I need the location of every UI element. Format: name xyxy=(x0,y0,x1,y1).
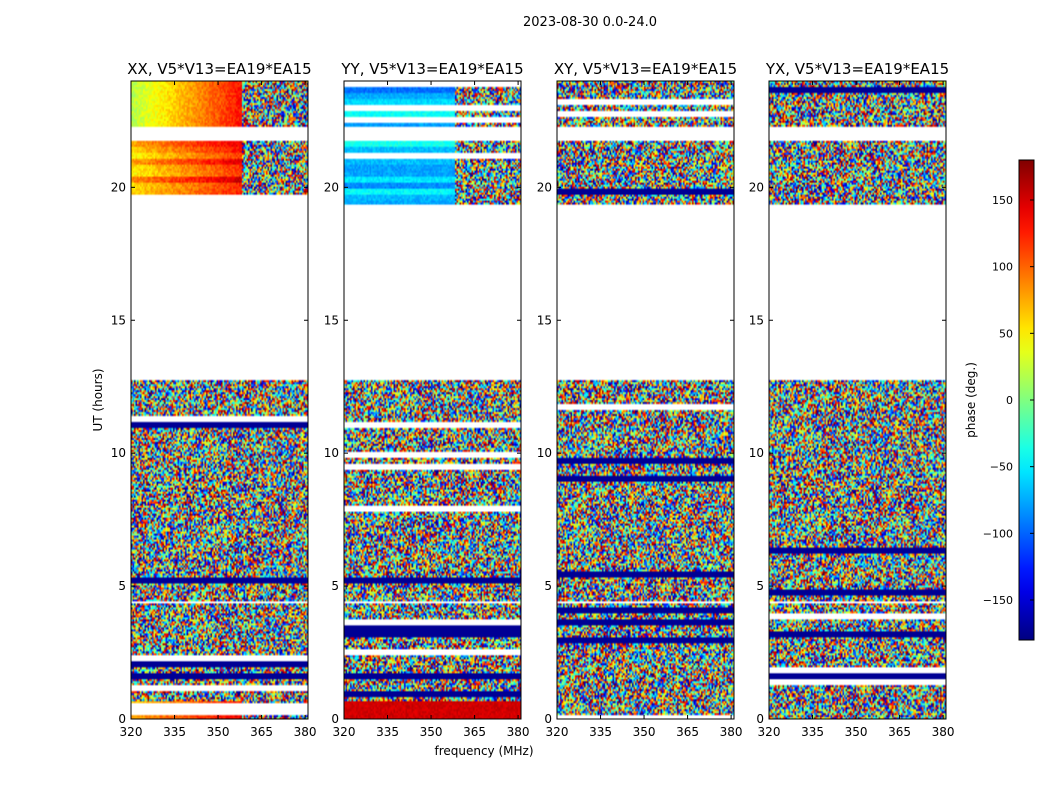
y-tick-label: 20 xyxy=(537,180,552,194)
y-tick-label: 10 xyxy=(537,446,552,460)
y-tick-label: 15 xyxy=(111,313,126,327)
x-tick-label: 365 xyxy=(676,725,699,739)
x-tick-label: 320 xyxy=(120,725,143,739)
x-tick-label: 365 xyxy=(888,725,911,739)
figure-suptitle: 2023-08-30 0.0-24.0 xyxy=(523,15,657,30)
x-tick-label: 365 xyxy=(463,725,486,739)
y-axis-label: UT (hours) xyxy=(91,368,105,431)
y-tick-label: 0 xyxy=(331,712,339,726)
y-tick-label: 15 xyxy=(749,313,764,327)
x-tick-label: 335 xyxy=(801,725,824,739)
heatmap-image xyxy=(557,81,734,719)
colorbar-tick-label: −50 xyxy=(990,461,1013,474)
colorbar-tick-label: 100 xyxy=(992,261,1013,274)
x-tick-label: 350 xyxy=(420,725,443,739)
y-tick-label: 15 xyxy=(324,313,339,327)
x-tick-label: 380 xyxy=(294,725,317,739)
panel-frame xyxy=(343,80,522,720)
colorbar-tick-label: 0 xyxy=(1006,394,1013,407)
y-tick-label: 20 xyxy=(749,180,764,194)
y-tick-label: 5 xyxy=(118,579,126,593)
heatmap-image xyxy=(131,81,308,719)
heatmap-image xyxy=(769,81,946,719)
x-tick-label: 320 xyxy=(333,725,356,739)
panel-frame xyxy=(768,80,947,720)
panel-yy: YY, V5*V13=EA19*EA15 320 335 350 365 380 0 5 10 1… xyxy=(324,60,530,739)
x-tick-label: 350 xyxy=(207,725,230,739)
colorbar: 150 100 50 0 −50 −100 −150 phase (deg.) xyxy=(964,159,1035,641)
panels-group: XX, V5*V13=EA19*EA15 320 335 350 365 380 0 5 10 1… xyxy=(111,60,955,739)
panel-frame xyxy=(556,80,735,720)
colorbar-tick-label: 50 xyxy=(999,327,1013,340)
y-tick-label: 0 xyxy=(756,712,764,726)
y-tick-label: 20 xyxy=(111,180,126,194)
x-tick-label: 350 xyxy=(633,725,656,739)
x-axis-label: frequency (MHz) xyxy=(434,744,533,758)
panel-frame xyxy=(130,80,309,720)
y-tick-label: 5 xyxy=(756,579,764,593)
heatmap-image xyxy=(344,81,521,719)
y-tick-label: 0 xyxy=(118,712,126,726)
x-tick-label: 335 xyxy=(376,725,399,739)
colorbar-tick-label: 150 xyxy=(992,194,1013,207)
panel-title: YY, V5*V13=EA19*EA15 xyxy=(340,60,523,78)
x-tick-label: 320 xyxy=(546,725,569,739)
colorbar-label: phase (deg.) xyxy=(964,362,978,438)
y-tick-label: 10 xyxy=(749,446,764,460)
panel-xx: XX, V5*V13=EA19*EA15 320 335 350 365 380 0 5 10 1… xyxy=(111,60,317,739)
x-tick-label: 380 xyxy=(932,725,955,739)
x-tick-label: 335 xyxy=(163,725,186,739)
panel-xy: XY, V5*V13=EA19*EA15 320 335 350 365 380 0 5 10 1… xyxy=(537,60,743,739)
x-tick-label: 350 xyxy=(845,725,868,739)
x-tick-label: 380 xyxy=(720,725,743,739)
y-tick-label: 0 xyxy=(544,712,552,726)
panel-title: XX, V5*V13=EA19*EA15 xyxy=(127,60,311,78)
y-tick-label: 5 xyxy=(331,579,339,593)
x-tick-label: 335 xyxy=(589,725,612,739)
panel-title: XY, V5*V13=EA19*EA15 xyxy=(554,60,737,78)
colorbar-tick-label: −150 xyxy=(983,594,1013,607)
y-tick-label: 15 xyxy=(537,313,552,327)
x-tick-label: 365 xyxy=(250,725,273,739)
y-tick-label: 10 xyxy=(111,446,126,460)
x-tick-label: 320 xyxy=(758,725,781,739)
y-tick-label: 20 xyxy=(324,180,339,194)
y-tick-label: 5 xyxy=(544,579,552,593)
panel-yx: YX, V5*V13=EA19*EA15 320 335 350 365 380 0 5 10 1… xyxy=(749,60,955,739)
panel-title: YX, V5*V13=EA19*EA15 xyxy=(765,60,949,78)
x-tick-label: 380 xyxy=(507,725,530,739)
colorbar-tick-label: −100 xyxy=(983,527,1013,540)
y-tick-label: 10 xyxy=(324,446,339,460)
